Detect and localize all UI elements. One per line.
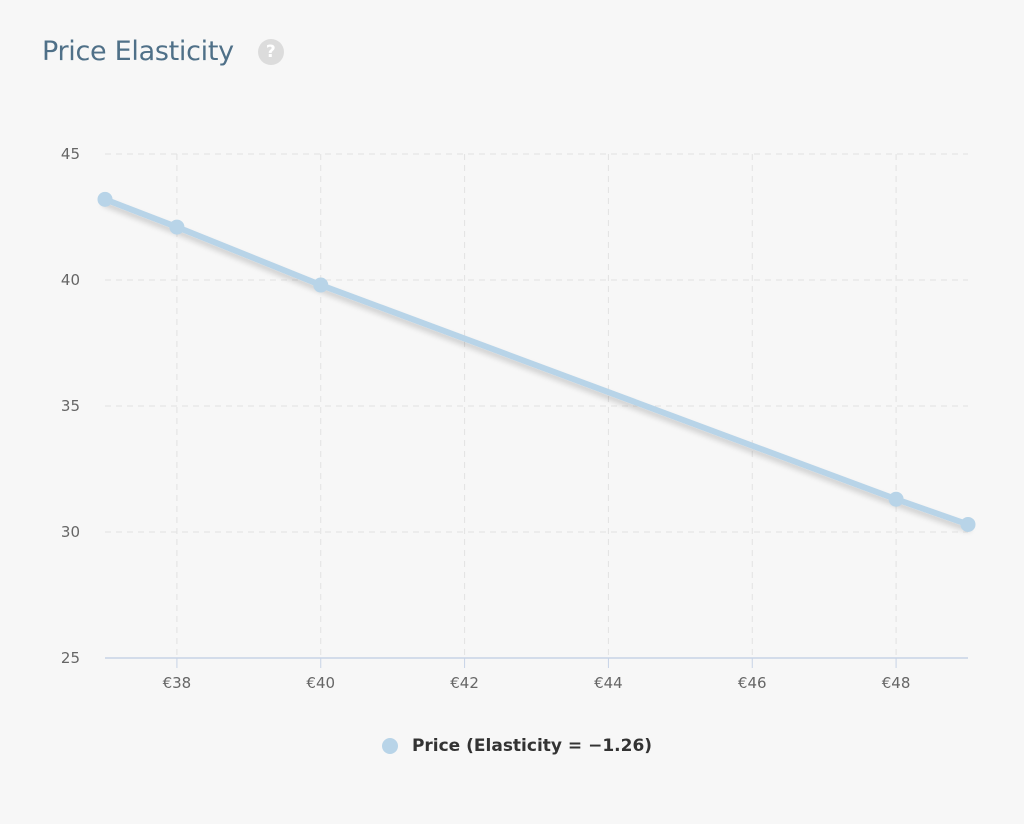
question-mark-icon[interactable]: ? <box>257 38 284 65</box>
y-tick-label: 30 <box>61 523 80 541</box>
data-point <box>313 277 329 293</box>
x-tick-label: €38 <box>163 674 192 692</box>
x-tick-label: €48 <box>882 674 911 692</box>
x-tick-label: €40 <box>306 674 335 692</box>
legend-label: Price (Elasticity = −1.26) <box>411 736 653 756</box>
data-point <box>888 491 904 507</box>
chart-title: Price Elasticity <box>42 36 234 67</box>
chart-header: Price Elasticity ? <box>42 36 284 67</box>
data-point <box>169 219 185 235</box>
x-tick-label: €42 <box>450 674 479 692</box>
series-line <box>102 196 971 528</box>
legend-marker <box>381 738 398 754</box>
data-point <box>960 516 976 532</box>
chart-legend[interactable]: Price (Elasticity = −1.26) <box>0 736 1024 756</box>
data-point <box>97 191 113 207</box>
y-tick-label: 25 <box>61 649 80 667</box>
y-tick-label: 45 <box>61 145 80 163</box>
y-tick-label: 35 <box>61 397 80 415</box>
y-tick-label: 40 <box>61 271 80 289</box>
x-tick-label: €44 <box>594 674 623 692</box>
x-tick-label: €46 <box>738 674 767 692</box>
